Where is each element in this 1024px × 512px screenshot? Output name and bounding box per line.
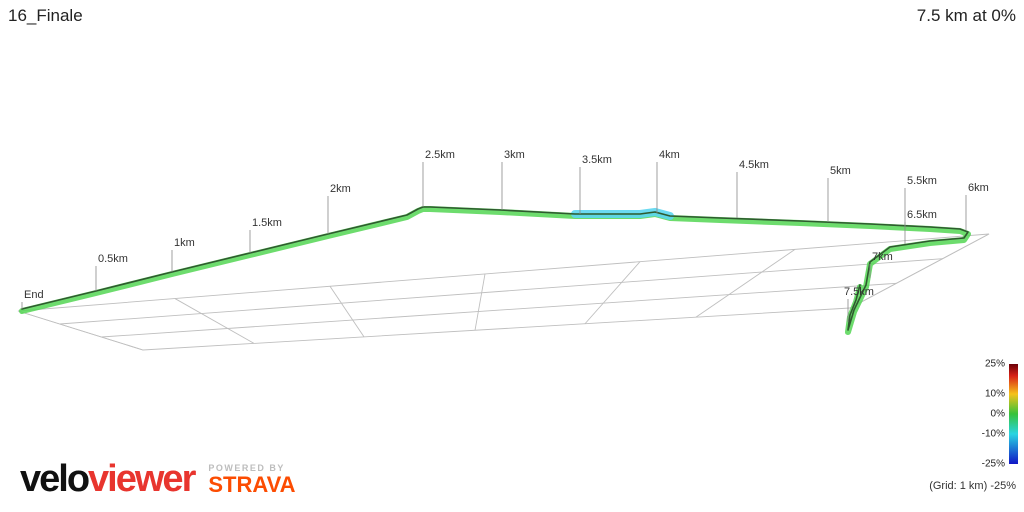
legend-bottom-label: -25% [990, 480, 1016, 492]
legend-bar [1009, 364, 1018, 464]
distance-marker: 7km [872, 251, 893, 263]
distance-marker: 3km [504, 149, 525, 161]
legend-label: -25% [982, 459, 1005, 470]
distance-marker: 5km [830, 165, 851, 177]
logo-viewer: viewer [88, 458, 194, 500]
logo-block: veloviewer POWERED BY STRAVA [20, 460, 296, 498]
distance-marker: 6km [968, 182, 989, 194]
gradient-legend: 25% 10% 0% -10% -25% [970, 356, 1018, 474]
veloviewer-logo: veloviewer [20, 460, 194, 498]
distance-marker: 1km [174, 237, 195, 249]
powered-by: POWERED BY STRAVA [208, 464, 295, 498]
distance-marker: End [24, 289, 44, 301]
distance-marker: 1.5km [252, 217, 282, 229]
logo-velo: velo [20, 458, 88, 500]
elevation-chart: End 0.5km 1km 1.5km 2km 2.5km 3km 3.5km 4km 4.5km… [0, 0, 1024, 512]
grid-note: (Grid: 1 km) -25% [929, 480, 1016, 492]
distance-marker: 4.5km [739, 159, 769, 171]
legend-label: -10% [982, 429, 1005, 440]
legend-label: 0% [991, 409, 1005, 420]
strava-logo: STRAVA [208, 474, 295, 496]
legend-label: 10% [985, 389, 1005, 400]
distance-marker: 2.5km [425, 149, 455, 161]
distance-marker: 6.5km [907, 209, 937, 221]
distance-marker: 3.5km [582, 154, 612, 166]
legend-label: 25% [985, 359, 1005, 370]
distance-marker: 0.5km [98, 253, 128, 265]
distance-marker: 4km [659, 149, 680, 161]
grid-label: (Grid: 1 km) [929, 480, 987, 492]
distance-marker: 7.5km [844, 286, 874, 298]
distance-marker: 2km [330, 183, 351, 195]
distance-marker: 5.5km [907, 175, 937, 187]
